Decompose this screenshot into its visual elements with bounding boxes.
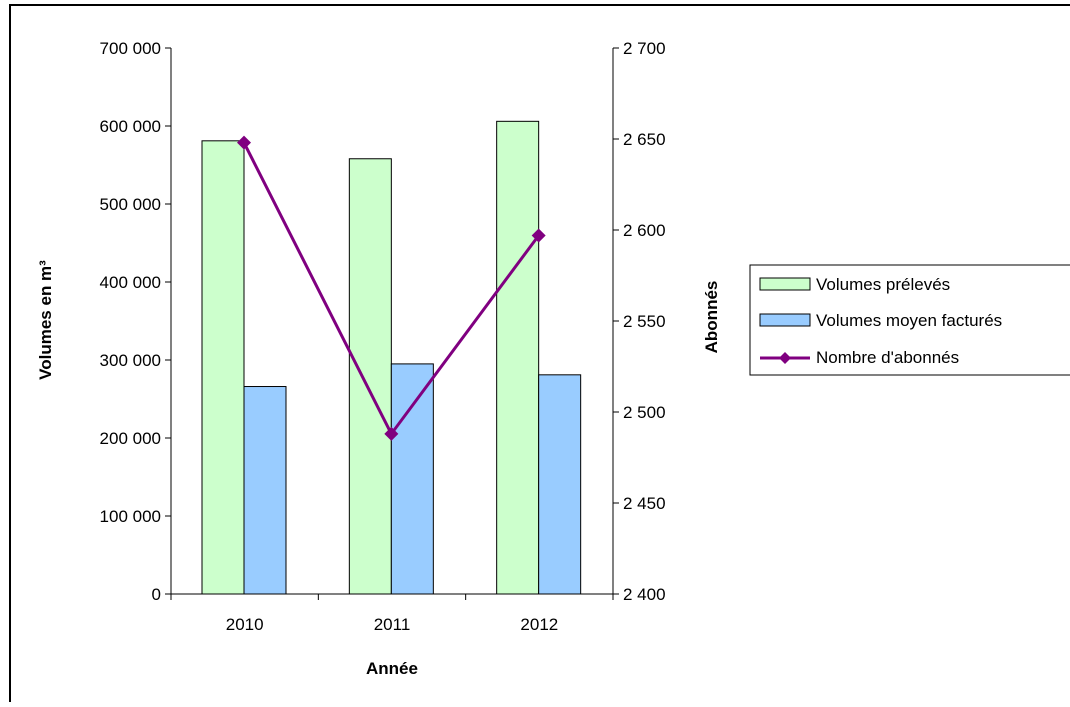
x-tick-label-2012: 2012 [520,615,558,634]
legend-label-abonnes: Nombre d'abonnés [816,348,959,367]
y2-tick-label: 2 450 [623,494,666,513]
y2-tick-label: 2 550 [623,312,666,331]
y-tick-label: 600 000 [100,117,161,136]
y2-tick-label: 2 400 [623,585,666,604]
bar-volumes-pr-lev-s-2012 [496,120,540,595]
bar-volumes-moyen-factur-s-2010 [243,386,287,595]
bar-volumes-pr-lev-s-2010 [201,140,245,595]
y2-tick-label: 2 500 [623,403,666,422]
legend-swatch-volumes-preleves [759,277,811,291]
y2-tick-label: 2 600 [623,221,666,240]
y-tick-label: 700 000 [100,39,161,58]
bar-volumes-moyen-factur-s-2012 [538,374,582,595]
bar-volumes-pr-lev-s-2011 [348,158,392,595]
axes-layer: 0 100 000 200 000 300 000 400 000 500 000 600 … [100,39,666,634]
legend-label-volumes-preleves: Volumes prélevés [816,275,950,294]
bars-layer [201,120,582,595]
y2-tick-label: 2 700 [623,39,666,58]
legend-marker-abonnes [779,352,791,364]
bar-volumes-moyen-factur-s-2011 [390,363,434,595]
point-nombre-abonnes-2011 [384,426,399,441]
y-axis-title: Volumes en m³ [36,260,55,380]
legend-swatch-volumes-factures [759,313,811,327]
legend-label-volumes-factures: Volumes moyen facturés [816,311,1002,330]
y2-axis-title: Abonnés [702,281,721,354]
y-tick-label: 0 [152,585,161,604]
y-tick-label: 100 000 [100,507,161,526]
point-nombre-abonnes-2012 [531,228,546,243]
x-tick-label-2010: 2010 [226,615,264,634]
legend: Volumes prélevés Volumes moyen facturés … [749,264,1070,376]
y-tick-label: 200 000 [100,429,161,448]
x-axis-title: Année [366,659,418,678]
x-tick-label-2011: 2011 [374,615,411,634]
y-tick-label: 400 000 [100,273,161,292]
point-nombre-abonnes-2010 [237,135,251,150]
y2-tick-label: 2 650 [623,130,666,149]
y-tick-label: 300 000 [100,351,161,370]
line-layer [237,135,546,441]
y-tick-label: 500 000 [100,195,161,214]
